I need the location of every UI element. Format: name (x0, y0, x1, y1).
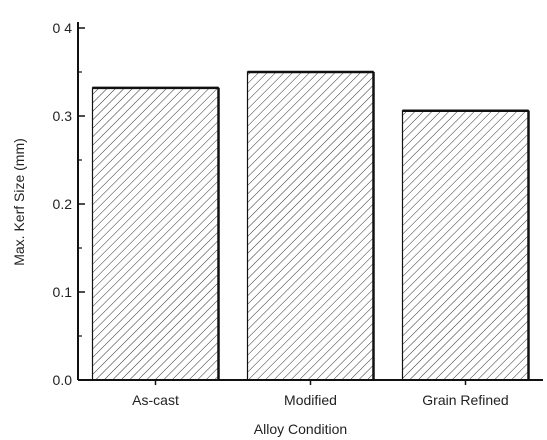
y-tick-label: 0 4 (53, 20, 73, 36)
bars-layer (91, 70, 530, 381)
y-tick-label: 0.3 (53, 108, 73, 124)
y-axis-label: Max. Kerf Size (mm) (11, 138, 27, 266)
bar (401, 110, 530, 381)
bar (91, 87, 220, 381)
x-ticks: As-cast Modified Grain Refined (132, 380, 509, 408)
x-tick-label: As-cast (132, 392, 179, 408)
x-tick-label: Grain Refined (422, 392, 508, 408)
y-tick-label: 0.0 (53, 372, 73, 388)
y-tick-label: 0.1 (53, 284, 73, 300)
bar (246, 71, 375, 381)
y-ticks: 0.0 0.1 0.2 0.3 0 4 (53, 20, 85, 388)
x-axis-label: Alloy Condition (254, 421, 347, 437)
x-tick-label: Modified (284, 392, 337, 408)
y-tick-label: 0.2 (53, 196, 73, 212)
